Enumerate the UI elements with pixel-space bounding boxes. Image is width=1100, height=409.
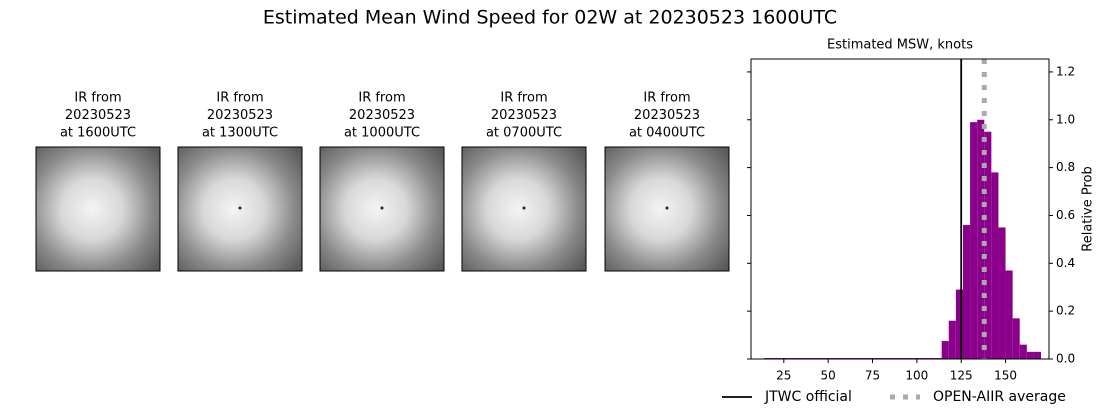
- panel-title: 20230523: [634, 108, 700, 123]
- y-tick-label: 0.6: [1056, 208, 1075, 222]
- panel-title: at 1300UTC: [202, 126, 278, 141]
- storm-eye: [665, 206, 669, 210]
- panel-title: 20230523: [349, 108, 415, 123]
- ir-image: [35, 146, 161, 272]
- x-tick-label: 25: [776, 369, 791, 383]
- panel-title: IR from: [643, 91, 690, 106]
- panel-title: IR from: [74, 91, 121, 106]
- hist-bar: [998, 227, 1006, 359]
- hist-bar: [962, 225, 971, 359]
- hist-bar: [1019, 344, 1027, 359]
- panel-title: 20230523: [207, 108, 273, 123]
- storm-eye: [380, 206, 384, 210]
- chart-title: Estimated MSW, knots: [827, 38, 973, 53]
- y-tick-label: 0.2: [1056, 304, 1075, 318]
- hist-bar: [991, 172, 999, 359]
- legend-label: JTWC official: [764, 389, 852, 405]
- figure-title: Estimated Mean Wind Speed for 02W at 202…: [263, 7, 837, 29]
- x-tick-label: 125: [950, 369, 973, 383]
- hist-bar: [1033, 351, 1042, 359]
- hist-bar: [1012, 318, 1020, 359]
- panel-title: at 1000UTC: [344, 126, 420, 141]
- panel-title: 20230523: [65, 108, 131, 123]
- panel-title: at 0400UTC: [629, 126, 705, 141]
- panel-title: at 1600UTC: [60, 126, 136, 141]
- storm-eye: [522, 206, 526, 210]
- y-tick-label: 0.8: [1056, 160, 1075, 174]
- panel-title: IR from: [358, 91, 405, 106]
- legend-label: OPEN-AIIR average: [933, 389, 1066, 405]
- panel-title: IR from: [500, 91, 547, 106]
- y-tick-label: 1.2: [1056, 64, 1075, 78]
- x-tick-label: 100: [905, 369, 928, 383]
- hist-bar: [941, 341, 949, 359]
- hist-bar: [1026, 351, 1034, 359]
- storm-eye: [238, 206, 242, 210]
- x-tick-label: 50: [821, 369, 836, 383]
- hist-bar: [977, 119, 985, 359]
- y-tick-label: 0.0: [1056, 352, 1075, 366]
- y-axis-label: Relative Prob: [1081, 166, 1096, 251]
- plot-frame: [750, 58, 1050, 360]
- hist-bar: [948, 320, 956, 359]
- hist-bar: [984, 131, 992, 359]
- hist-bar: [955, 289, 963, 359]
- x-tick-label: 75: [865, 369, 880, 383]
- hist-bar: [1005, 270, 1013, 359]
- x-tick-label: 150: [994, 369, 1017, 383]
- y-tick-label: 0.4: [1056, 256, 1075, 270]
- panel-title: at 0700UTC: [486, 126, 562, 141]
- panel-title: IR from: [216, 91, 263, 106]
- y-tick-label: 1.0: [1056, 112, 1075, 126]
- panel-title: 20230523: [491, 108, 557, 123]
- hist-bar: [970, 122, 978, 359]
